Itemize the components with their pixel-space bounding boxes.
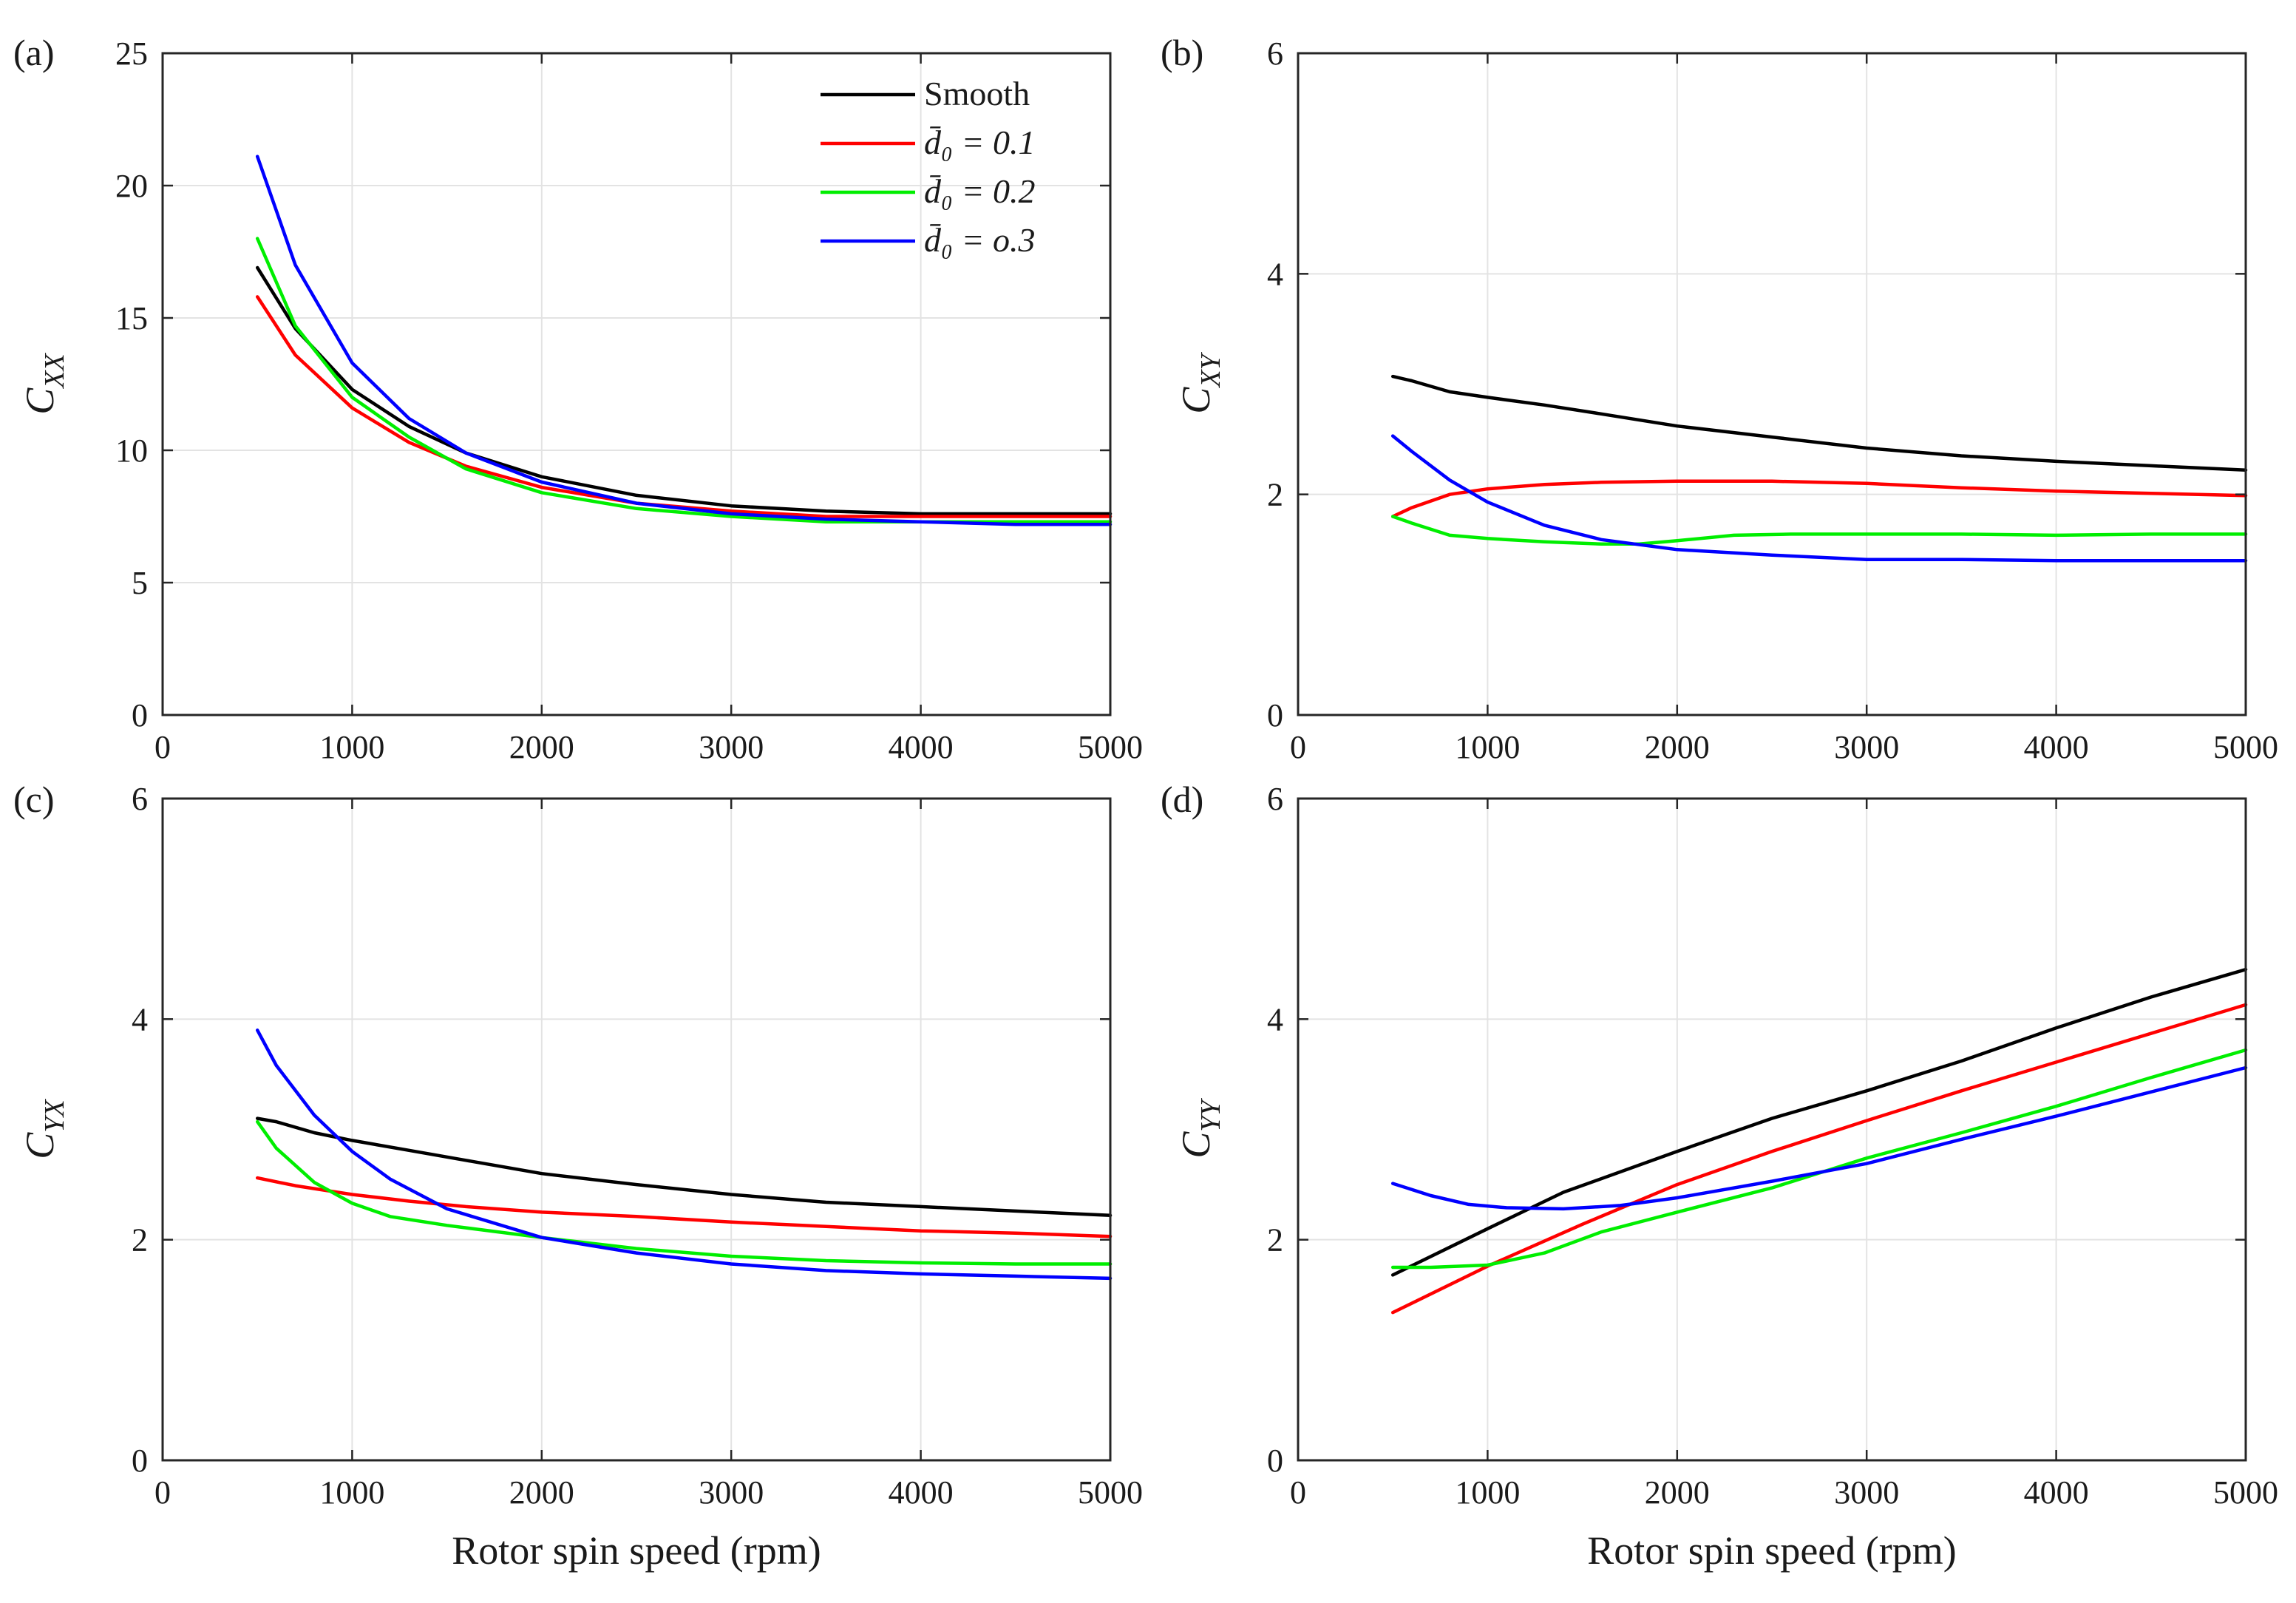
x-tick-label: 1000 xyxy=(1455,729,1520,765)
series-line-d0-0-3 xyxy=(255,155,1113,526)
chart-panel-b: 0 1000 2000 3000 4000 5000 0 2 4 6 (b) CXY xyxy=(1161,32,2278,765)
y-axis-label-main: C xyxy=(18,387,62,415)
y-tick-label: 4 xyxy=(1267,256,1283,292)
y-tick-label: 2 xyxy=(132,1222,148,1258)
x-tick-label: 4000 xyxy=(2024,729,2089,765)
x-axis-label: Rotor spin speed (rpm) xyxy=(452,1528,821,1573)
legend-entry-label: d̄₀ = o.3 xyxy=(924,221,1036,259)
y-axis-label-main: C xyxy=(1174,387,1218,414)
x-tick-label: 4000 xyxy=(889,1474,954,1511)
y-tick-label: 5 xyxy=(132,565,148,601)
y-tick-label: 4 xyxy=(132,1001,148,1037)
legend-entry-label: d̄₀ = 0.2 xyxy=(924,172,1036,210)
panel-label: (d) xyxy=(1161,779,1203,820)
y-tick-label: 0 xyxy=(132,697,148,733)
panel-label: (a) xyxy=(13,32,55,73)
chart-panel-d: 0 1000 2000 3000 4000 5000 0 2 4 6 (d) CYY Rotor spi… xyxy=(1161,779,2278,1573)
series-line-d0-0-2 xyxy=(1390,515,2248,546)
y-tick-label: 2 xyxy=(1267,477,1283,513)
series-line-d0-0-1 xyxy=(255,295,1113,518)
x-tick-label: 5000 xyxy=(1078,1474,1143,1511)
x-tick-label: 5000 xyxy=(2213,729,2278,765)
x-tick-label: 5000 xyxy=(2213,1474,2278,1511)
series-line-smooth xyxy=(255,1116,1113,1218)
series-line-d0-0-3 xyxy=(255,1028,1113,1281)
x-tick-label: 2000 xyxy=(509,729,574,765)
x-axis-label: Rotor spin speed (rpm) xyxy=(1587,1528,1956,1573)
y-tick-label: 0 xyxy=(1267,697,1283,733)
panel-label: (b) xyxy=(1161,32,1203,73)
y-axis-label: CXY xyxy=(1174,351,1226,413)
x-tick-label: 5000 xyxy=(1078,729,1143,765)
y-tick-label: 20 xyxy=(115,168,148,204)
x-tick-label: 1000 xyxy=(319,729,384,765)
y-tick-label: 25 xyxy=(115,35,148,72)
series-line-d0-0-2 xyxy=(1390,1048,2248,1270)
y-tick-label: 2 xyxy=(1267,1222,1283,1258)
y-axis-label-main: C xyxy=(18,1132,62,1159)
series-line-smooth xyxy=(255,265,1113,516)
x-tick-label: 0 xyxy=(154,1474,171,1511)
x-tick-label: 4000 xyxy=(2024,1474,2089,1511)
series-line-d0-0-1 xyxy=(255,1176,1113,1238)
series-line-smooth xyxy=(1390,374,2248,472)
x-tick-label: 0 xyxy=(154,729,171,765)
x-tick-label: 0 xyxy=(1290,1474,1306,1511)
series-line-d0-0-3 xyxy=(1390,1065,2248,1211)
chart-panel-a: 0 1000 2000 3000 4000 5000 0 5 10 15 20 25 (a) CXX Smo… xyxy=(13,32,1143,765)
y-axis-label: CYX xyxy=(18,1099,70,1159)
y-axis-label-subscript: YY xyxy=(1195,1097,1226,1131)
x-tick-label: 1000 xyxy=(1455,1474,1520,1511)
panel-label: (c) xyxy=(13,779,55,820)
y-axis-label: CYY xyxy=(1174,1097,1226,1158)
axes-frame xyxy=(161,797,1112,1462)
plot-area xyxy=(1298,53,2246,715)
y-axis-label-subscript: XY xyxy=(1195,351,1226,388)
y-axis-label-subscript: XX xyxy=(39,352,70,389)
x-tick-label: 3000 xyxy=(1834,729,1899,765)
grid xyxy=(163,53,1110,715)
x-tick-label: 3000 xyxy=(699,1474,764,1511)
x-tick-label: 3000 xyxy=(699,729,764,765)
series-line-d0-0-1 xyxy=(1390,1003,2248,1315)
y-tick-label: 0 xyxy=(132,1443,148,1479)
x-tick-label: 3000 xyxy=(1834,1474,1899,1511)
grid xyxy=(163,799,1110,1460)
y-tick-label: 4 xyxy=(1267,1001,1283,1037)
legend-entry-label: d̄₀ = 0.1 xyxy=(924,123,1036,161)
y-axis-label-main: C xyxy=(1174,1131,1218,1159)
series-line-d0-0-3 xyxy=(1390,434,2248,563)
chart-panel-c: 0 1000 2000 3000 4000 5000 0 2 4 6 (c) CYX Rotor spi… xyxy=(13,779,1143,1573)
y-tick-label: 15 xyxy=(115,300,148,336)
y-tick-label: 10 xyxy=(115,433,148,469)
x-tick-label: 1000 xyxy=(319,1474,384,1511)
x-tick-label: 0 xyxy=(1290,729,1306,765)
y-axis-label: CXX xyxy=(18,352,70,414)
x-tick-label: 2000 xyxy=(509,1474,574,1511)
series-line-smooth xyxy=(1390,967,2248,1277)
y-tick-label: 6 xyxy=(1267,781,1283,817)
y-tick-label: 6 xyxy=(132,781,148,817)
axes-frame xyxy=(1297,797,2247,1462)
series-line-d0-0-1 xyxy=(1390,479,2248,518)
x-tick-label: 4000 xyxy=(889,729,954,765)
legend: Smooth d̄₀ = 0.1 d̄₀ = 0.2 d̄₀ = o.3 xyxy=(821,75,1036,259)
x-tick-label: 2000 xyxy=(1645,1474,1710,1511)
plot-area xyxy=(1298,799,2246,1460)
axes-frame xyxy=(1297,52,2247,716)
plot-area xyxy=(163,799,1110,1460)
y-tick-label: 0 xyxy=(1267,1443,1283,1479)
plot-area xyxy=(163,53,1110,715)
axes-frame xyxy=(161,52,1112,716)
legend-entry-label: Smooth xyxy=(924,75,1030,112)
y-tick-label: 6 xyxy=(1267,35,1283,72)
grid xyxy=(1298,799,2246,1460)
x-tick-label: 2000 xyxy=(1645,729,1710,765)
y-axis-label-subscript: YX xyxy=(39,1099,70,1133)
